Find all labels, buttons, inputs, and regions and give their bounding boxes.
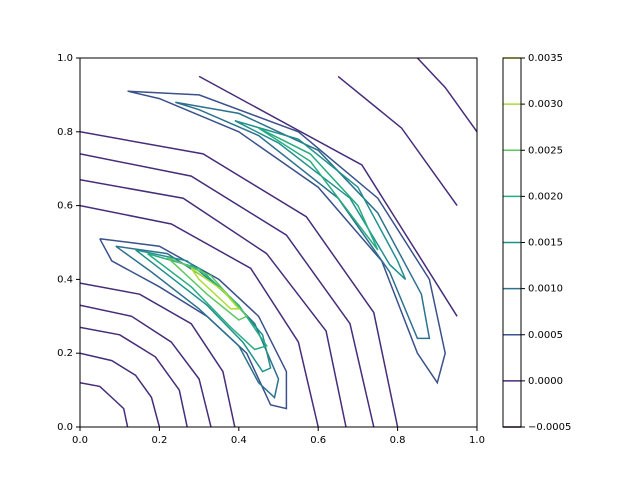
contour-line <box>416 58 477 133</box>
colorbar-tick-label: 0.0030 <box>528 99 563 110</box>
colorbar-tick-label: 0.0035 <box>528 53 563 64</box>
y-tick-label: 0.8 <box>57 127 73 138</box>
contour-line <box>234 119 407 280</box>
contour-line <box>80 352 161 427</box>
contour-line <box>99 238 288 410</box>
colorbar-frame <box>502 57 522 428</box>
contour-line <box>80 131 399 427</box>
colorbar-tick-label: −0.0005 <box>528 422 571 433</box>
contour-line <box>80 282 236 427</box>
colorbar-tick-label: 0.0020 <box>528 191 563 202</box>
x-tick-label: 0.0 <box>72 435 88 446</box>
y-tick-label: 1.0 <box>57 53 73 64</box>
y-tick-label: 0.0 <box>57 422 73 433</box>
contour-line <box>135 249 272 373</box>
colorbar-tick-label: 0.0000 <box>528 376 563 387</box>
colorbar-tick-label: 0.0015 <box>528 238 563 249</box>
contour-line <box>258 127 379 251</box>
contour-layer <box>80 58 477 427</box>
colorbar-tick-label: 0.0010 <box>528 284 563 295</box>
contour-line <box>127 90 446 385</box>
contour-line <box>80 381 129 427</box>
colorbar: −0.0005 0.0000 0.0005 0.0010 0.0015 0.0020 0.0… <box>503 53 571 433</box>
x-tick-label: 0.4 <box>231 435 247 446</box>
colorbar-tick-label: 0.0005 <box>528 330 563 341</box>
contour-line <box>166 256 248 321</box>
contour-line <box>80 179 347 427</box>
y-tick-label: 0.4 <box>57 274 73 285</box>
x-tick-label: 0.2 <box>151 435 167 446</box>
plot-frame <box>79 57 478 428</box>
y-tick-label: 0.6 <box>57 201 73 212</box>
y-tick-label: 0.2 <box>57 348 73 359</box>
contour-line <box>198 75 458 317</box>
colorbar-tick-label: 0.0025 <box>528 145 563 156</box>
contour-line <box>190 267 241 310</box>
x-tick-label: 0.8 <box>390 435 406 446</box>
contour-line <box>80 204 319 427</box>
x-tick-label: 1.0 <box>469 435 485 446</box>
x-tick-label: 0.6 <box>310 435 326 446</box>
contour-line <box>80 326 188 427</box>
contour-line <box>80 304 212 427</box>
contour-line <box>337 75 458 207</box>
contour-line <box>80 153 375 427</box>
contour-line <box>147 252 268 351</box>
